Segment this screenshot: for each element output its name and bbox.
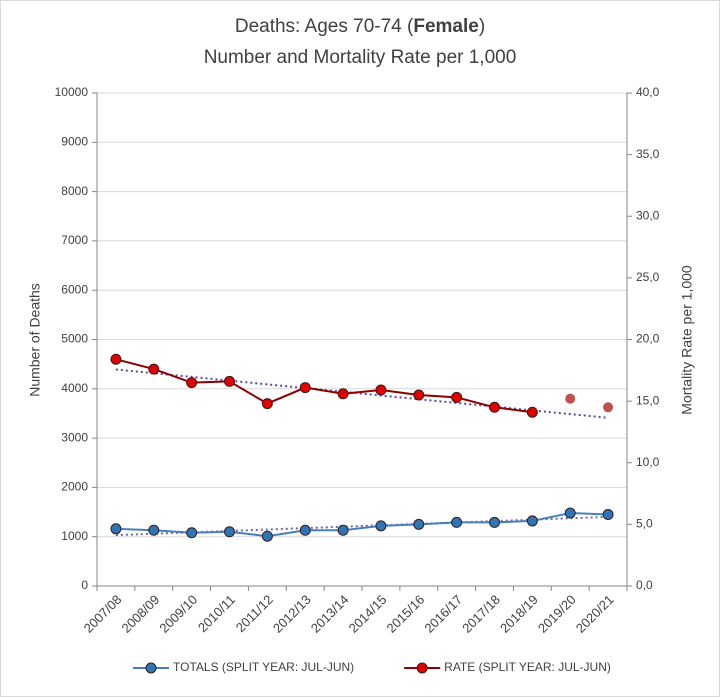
marker: [564, 507, 576, 519]
marker: [489, 401, 500, 413]
y2-tick-label: 5,0: [636, 517, 653, 531]
y-tick-label: 5000: [61, 332, 88, 346]
y-tick-label: 2000: [61, 480, 88, 494]
marker: [224, 526, 235, 538]
legend-label: TOTALS (SPLIT YEAR: JUL-JUN): [173, 660, 354, 674]
marker: [603, 402, 614, 413]
marker: [451, 391, 463, 403]
series-line: [115, 358, 533, 414]
y2-tick-label: 35,0: [636, 147, 660, 161]
y2-tick-label: 10,0: [636, 455, 660, 469]
y-tick-label: 8000: [61, 184, 88, 198]
title-text: Deaths: Ages 70-74 (: [235, 16, 414, 37]
y-tick-label: 10000: [55, 85, 89, 99]
chart-title: Deaths: Ages 70-74 (Female): [235, 16, 485, 37]
marker: [148, 363, 160, 375]
marker: [261, 530, 273, 542]
legend-marker: [145, 662, 157, 674]
title-bold: Female: [413, 16, 478, 37]
y2-tick-label: 40,0: [636, 85, 660, 99]
marker: [148, 524, 160, 536]
series-line: [115, 512, 609, 538]
marker: [186, 527, 198, 539]
y2-axis-label: Mortality Rate per 1,000: [679, 265, 695, 415]
y-tick-label: 9000: [61, 134, 88, 148]
marker: [565, 393, 576, 404]
title-text: ): [479, 16, 485, 37]
y-axis-label: Number of Deaths: [27, 283, 43, 397]
y-tick-label: 1000: [61, 529, 88, 543]
y2-tick-label: 0,0: [636, 578, 653, 592]
chart-subtitle: Number and Mortality Rate per 1,000: [204, 47, 517, 68]
marker: [299, 382, 311, 394]
marker: [261, 398, 273, 410]
marker: [337, 388, 349, 400]
marker: [375, 520, 387, 532]
y2-tick-label: 15,0: [636, 393, 660, 407]
marker: [375, 384, 387, 396]
y2-tick-label: 20,0: [636, 332, 660, 346]
marker: [602, 509, 614, 521]
y2-tick-label: 30,0: [636, 208, 660, 222]
y-tick-label: 3000: [61, 430, 88, 444]
marker: [451, 516, 463, 528]
y-tick-label: 6000: [61, 282, 88, 296]
marker: [110, 523, 122, 535]
marker: [489, 516, 500, 528]
y-tick-label: 0: [81, 578, 88, 592]
marker: [413, 389, 425, 401]
legend-label: RATE (SPLIT YEAR: JUL-JUN): [444, 660, 611, 674]
trendline: [115, 515, 609, 537]
marker: [110, 353, 122, 365]
y2-tick-label: 25,0: [636, 270, 660, 284]
marker: [337, 524, 349, 536]
marker: [186, 377, 198, 389]
marker: [526, 406, 538, 418]
marker: [299, 524, 311, 536]
marker: [224, 375, 235, 387]
y-tick-label: 7000: [61, 233, 88, 247]
legend-marker: [416, 662, 428, 674]
marker: [413, 518, 425, 530]
y-tick-label: 4000: [61, 381, 88, 395]
marker: [526, 515, 538, 527]
